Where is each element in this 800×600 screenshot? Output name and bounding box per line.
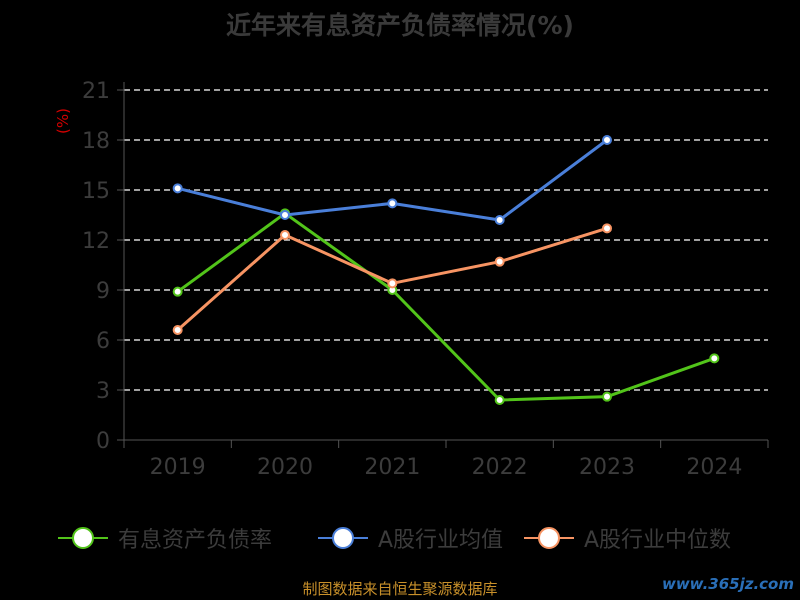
legend-item[interactable]: A股行业中位数: [524, 520, 731, 556]
series-group: [172, 135, 720, 405]
data-point: [172, 286, 183, 297]
legend-label: 有息资产负债率: [118, 528, 273, 553]
data-point: [709, 353, 720, 364]
data-point: [494, 395, 505, 405]
data-point: [387, 198, 398, 209]
watermark-logo: www.365jz.com: [661, 575, 794, 593]
x-tick-label: 2019: [150, 455, 206, 480]
legend-label: A股行业中位数: [584, 528, 732, 553]
y-tick-label: 21: [82, 79, 110, 104]
legend-label: A股行业均值: [378, 528, 504, 553]
gridlines: [124, 89, 768, 391]
data-point: [494, 215, 505, 225]
data-point: [172, 183, 183, 194]
series-1: [172, 135, 612, 225]
y-tick-label: 0: [96, 429, 110, 454]
data-point: [602, 223, 612, 234]
y-tick-label: 6: [96, 329, 110, 354]
data-point: [280, 230, 290, 240]
data-point: [602, 391, 612, 402]
data-point: [172, 325, 183, 335]
data-point: [387, 278, 398, 289]
x-tick-label: 2020: [257, 455, 313, 480]
x-tick-label: 2024: [686, 455, 742, 480]
axes: 0 3 6 9 12 15 18 21 2019 2020 2021 2022 2023 2024: [82, 79, 769, 480]
series-2: [172, 223, 612, 335]
legend-item[interactable]: 有息资产负债率: [58, 520, 272, 556]
series-0: [172, 208, 720, 405]
y-tick-label: 9: [96, 279, 110, 304]
data-point: [602, 135, 612, 145]
legend-swatch: [524, 520, 574, 556]
source-note: 制图数据来自恒生聚源数据库: [302, 580, 498, 598]
x-tick-label: 2021: [364, 455, 420, 480]
legend-marker: [538, 527, 560, 549]
y-tick-label: 18: [82, 129, 110, 154]
legend-item[interactable]: A股行业均值: [318, 520, 503, 556]
data-point: [280, 210, 290, 220]
chart-title: 近年来有息资产负债率情况(%): [226, 11, 574, 40]
legend-swatch: [58, 520, 108, 556]
y-tick-label: 12: [82, 229, 110, 254]
y-tick-label: 15: [82, 179, 110, 204]
legend: 有息资产负债率 A股行业均值 A股行业中位数: [0, 520, 800, 556]
legend-marker: [332, 527, 354, 549]
data-point: [494, 256, 505, 267]
legend-marker: [72, 527, 94, 549]
x-tick-label: 2022: [472, 455, 528, 480]
legend-swatch: [318, 520, 368, 556]
x-tick-label: 2023: [579, 455, 635, 480]
y-tick-label: 3: [96, 379, 110, 404]
series-line: [176, 211, 715, 402]
